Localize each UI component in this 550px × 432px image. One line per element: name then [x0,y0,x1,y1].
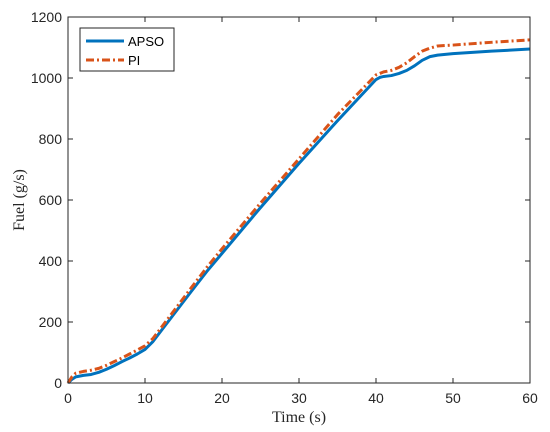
plot-area [68,17,530,383]
series-line-pi [66,38,531,384]
legend-box [79,27,175,72]
y-tick-label: 200 [39,314,63,330]
series-layer [66,38,531,385]
y-tick-label: 1000 [31,70,62,86]
legend: APSO PI [79,27,175,72]
y-tick-label: 0 [54,375,62,391]
y-axis-title: Fuel (g/s) [11,169,28,231]
y-tick-label: 800 [39,131,63,147]
legend-pi-label: PI [128,53,140,68]
x-tick-label: 60 [522,390,538,406]
x-tick-label: 40 [368,390,384,406]
y-tick-label: 1200 [31,9,62,25]
y-tick-label: 600 [39,192,63,208]
x-tick-label: 50 [445,390,461,406]
x-axis-title: Time (s) [272,409,326,426]
x-tick-label: 20 [214,390,230,406]
x-tick-label: 10 [137,390,153,406]
x-tick-label: 0 [64,390,72,406]
y-tick-label: 400 [39,253,63,269]
series-line-apso [66,47,531,385]
legend-apso-label: APSO [128,34,164,49]
x-tick-label: 30 [291,390,307,406]
